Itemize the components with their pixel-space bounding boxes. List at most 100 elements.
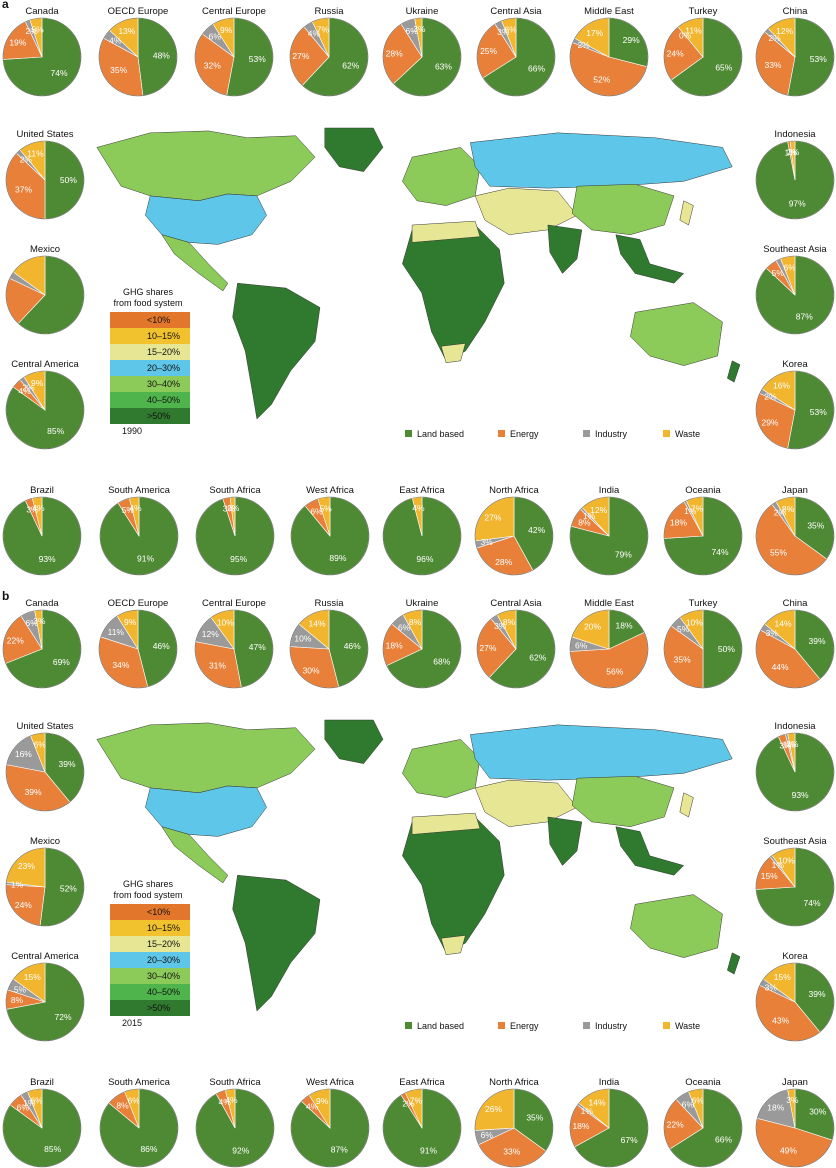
- pie-region-name: Central Asia: [490, 6, 542, 17]
- pie-value-label: 9%: [220, 25, 233, 35]
- pie-value-label: 9%: [316, 1096, 329, 1106]
- color-legend-swatch: [110, 984, 190, 1000]
- pie-value-label: 74%: [712, 547, 729, 557]
- pie-north-africa: 35% 33% 6% 26% North Africa: [474, 1077, 554, 1168]
- pie-east-africa: 91% 2%7% East Africa: [382, 1077, 462, 1168]
- pie-value-label: 87%: [796, 311, 813, 321]
- pie-value-label: 3%: [413, 24, 426, 34]
- map-region: [571, 184, 675, 235]
- pie-value-label: 43%: [772, 1015, 789, 1025]
- pie-value-label: 8%: [782, 504, 795, 514]
- pie-outline: [5, 255, 85, 335]
- pie-value-label: 32%: [204, 61, 221, 71]
- pie-value-label: 22%: [667, 1119, 684, 1129]
- component-legend-label: Waste: [675, 1021, 700, 1031]
- pie-value-label: 1%: [23, 1098, 36, 1108]
- color-legend-swatch: [110, 1000, 190, 1016]
- pie-outline: [663, 496, 743, 576]
- pie-value-label: 15%: [774, 972, 791, 982]
- pie-outline: [195, 496, 275, 576]
- pie-outline: [474, 1088, 554, 1168]
- pie-value-label: 15%: [761, 871, 778, 881]
- pie-outline: [289, 609, 369, 689]
- color-legend-subtitle: from food system: [113, 890, 182, 900]
- pie-region-name: Central America: [11, 359, 79, 370]
- pie-india: 79% 8%1%12% India: [569, 485, 649, 576]
- pie-value-label: 39%: [25, 787, 42, 797]
- color-legend-label: 30–40%: [147, 971, 180, 981]
- pie-value-label: 1%: [784, 147, 797, 157]
- map-region: [324, 127, 384, 172]
- pie-central-asia: 66% 25%3%6% Central Asia: [476, 6, 556, 97]
- pie-value-label: 2%: [22, 382, 35, 392]
- pie-west-africa: 89% 6%5% West Africa: [290, 485, 370, 576]
- component-legend-label: Energy: [510, 1021, 539, 1031]
- pie-value-label: 6%: [398, 622, 411, 632]
- pie-value-label: 53%: [249, 54, 266, 64]
- pie-value-label: 18%: [767, 1103, 784, 1113]
- pie-value-label: 2%: [774, 507, 787, 517]
- pie-russia: 62% 27% 4%7% Russia: [289, 6, 369, 97]
- pie-value-label: 2%: [768, 33, 781, 43]
- pie-value-label: 1%: [583, 511, 596, 521]
- map-region: [411, 220, 481, 243]
- pie-outline: [195, 1088, 275, 1168]
- color-legend-swatch: [110, 904, 190, 920]
- pie-value-label: 91%: [137, 553, 154, 563]
- pie-united-states: 50% 37% 2%11% United States: [5, 129, 85, 220]
- pie-value-label: 6%: [31, 1095, 44, 1105]
- pie-value-label: 63%: [435, 61, 452, 71]
- pie-value-label: 68%: [433, 657, 450, 667]
- pie-region-name: Brazil: [30, 1077, 54, 1088]
- map-region: [96, 130, 316, 201]
- pie-outline: [382, 609, 462, 689]
- pie-region-name: Middle East: [584, 6, 634, 17]
- pie-value-label: 52%: [60, 883, 77, 893]
- map-region: [161, 826, 229, 884]
- pie-value-label: 4%: [129, 503, 142, 513]
- pie-value-label: 89%: [329, 553, 346, 563]
- pie-value-label: 37%: [15, 184, 32, 194]
- pie-value-label: 56%: [606, 667, 623, 677]
- pie-region-name: China: [783, 6, 809, 17]
- pie-value-label: 10%: [778, 855, 795, 865]
- pie-outline: [755, 140, 835, 220]
- pie-value-label: 15%: [24, 972, 41, 982]
- pie-value-label: 3%: [766, 628, 779, 638]
- pie-value-label: 92%: [232, 1146, 249, 1156]
- pie-outline: [194, 17, 274, 97]
- pie-outline: [290, 1088, 370, 1168]
- pie-value-label: 34%: [112, 660, 129, 670]
- pie-value-label: 62%: [529, 653, 546, 663]
- pie-region-name: North Africa: [489, 1077, 539, 1088]
- pie-central-europe: 47% 31% 12% 10% Central Europe: [194, 598, 274, 689]
- pie-outline: [569, 496, 649, 576]
- color-legend-swatch: [110, 392, 190, 408]
- map-region: [474, 187, 578, 235]
- map-region: [145, 785, 267, 837]
- pie-oecd-europe: 46% 34% 11%9% OECD Europe: [98, 598, 178, 689]
- pie-value-label: 2%: [26, 26, 39, 36]
- world-map: [96, 719, 741, 1012]
- pie-value-label: 86%: [140, 1144, 157, 1154]
- pie-region-name: Southeast Asia: [763, 836, 827, 847]
- pie-value-label: 1%: [783, 740, 796, 750]
- pie-outline: [5, 847, 85, 927]
- pie-value-label: 29%: [623, 35, 640, 45]
- pie-value-label: 6%: [481, 1130, 494, 1140]
- component-legend-label: Land based: [417, 1021, 464, 1031]
- pie-value-label: 55%: [770, 548, 787, 558]
- pie-indonesia: 93% 3%1%3% Indonesia: [755, 721, 835, 812]
- pie-value-label: 20%: [584, 621, 601, 631]
- pie-value-label: 72%: [55, 1012, 72, 1022]
- map-region: [470, 724, 733, 781]
- pie-value-label: 4%: [412, 503, 425, 513]
- pie-value-label: 24%: [15, 900, 32, 910]
- pie-india: 67% 18% 1%14% India: [569, 1077, 649, 1168]
- pie-central-america: 72% 8%5% 15% Central America: [5, 951, 85, 1042]
- pie-region-name: Ukraine: [406, 598, 439, 609]
- pie-region-name: Oceania: [685, 1077, 721, 1088]
